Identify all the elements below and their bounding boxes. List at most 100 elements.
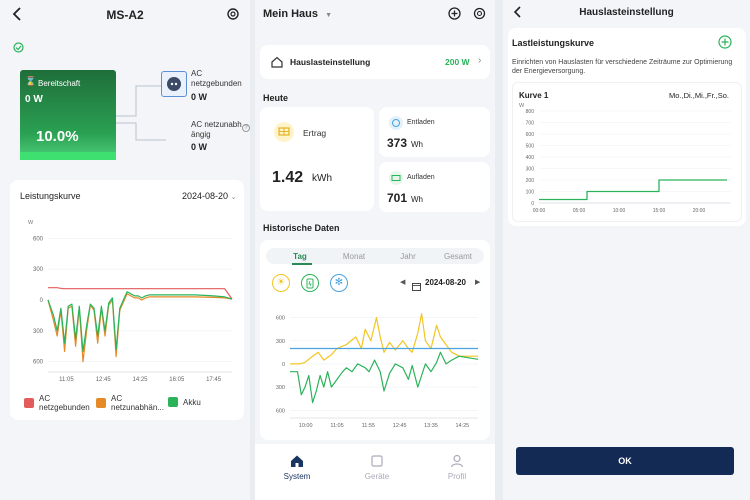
- chevron-left-icon: [513, 6, 521, 18]
- y-tick-label: 400: [526, 155, 535, 161]
- plus-circle-icon: [448, 7, 461, 20]
- x-tick-label: 20:00: [693, 208, 706, 214]
- discharge-icon: [389, 116, 403, 130]
- y-tick-label: 500: [526, 144, 535, 150]
- y-axis-unit: W: [519, 103, 525, 109]
- curve-card[interactable]: Kurve 1 Mo.,Di.,Mi.,Fr.,So. W 800 700 600 50…: [512, 82, 742, 222]
- plus-circle-icon: [718, 35, 732, 49]
- x-tick-label: 11:05: [59, 377, 74, 383]
- date-picker[interactable]: 2024-08-20 ⌄: [182, 191, 236, 201]
- curve-title: Lastleistungskurve: [512, 38, 595, 48]
- chevron-left-icon: [12, 7, 21, 21]
- charge-icon: [389, 171, 403, 185]
- x-tick-label: 12:45: [96, 377, 112, 383]
- discharge-label: Entladen: [407, 119, 435, 126]
- house-icon: [271, 55, 283, 73]
- charge-label: Aufladen: [407, 174, 435, 181]
- next-day-button[interactable]: ▶: [475, 279, 481, 286]
- tab-total[interactable]: Gesamt: [443, 252, 472, 261]
- chevron-down-icon: ⌄: [230, 194, 237, 201]
- prev-day-button[interactable]: ◀: [400, 279, 406, 286]
- history-chart: 600 300 0 300 600 10:00 11:05 11:55 12:45 13:35 14…: [276, 313, 479, 429]
- history-date[interactable]: 2024-08-20: [425, 278, 466, 287]
- y-tick-label: 600: [33, 360, 44, 366]
- y-tick-label: 600: [526, 132, 535, 138]
- curve-description: Einrichten von Hauslasten für verschiede…: [512, 59, 733, 75]
- settings-button[interactable]: [226, 7, 240, 21]
- nav-label: System: [283, 472, 311, 481]
- x-tick-label: 14:25: [455, 423, 469, 429]
- device-status: Bereitschaft: [38, 79, 81, 88]
- tab-year[interactable]: Jahr: [400, 252, 416, 261]
- battery-filter-icon[interactable]: [301, 274, 319, 292]
- charge-card: Aufladen 701 Wh: [379, 162, 490, 212]
- settings-button[interactable]: [473, 7, 486, 25]
- soc-value: 10.0%: [36, 128, 79, 145]
- home-screen: Mein Haus ▼ Hauslasteinstellung 200 W › …: [255, 0, 495, 500]
- y-tick-label: 0: [40, 298, 44, 304]
- legend-label: AC netzunabhän...: [111, 394, 164, 412]
- grid-plug-icon: [161, 71, 187, 97]
- bottom-nav: System Geräte Profil: [255, 444, 495, 500]
- tab-day[interactable]: Tag: [293, 252, 307, 261]
- gear-icon: [227, 8, 239, 20]
- nav-profile[interactable]: Profil: [427, 454, 487, 481]
- series-line: [47, 291, 233, 352]
- history-card: Tag Monat Jahr Gesamt ☀ ✻ ◀ 2024-08-20 ▶…: [260, 240, 490, 440]
- nav-label: Profil: [447, 472, 467, 481]
- add-curve-button[interactable]: [718, 35, 732, 54]
- power-curve-card: Leistungskurve 2024-08-20 ⌄ W 600 300 0 300 6…: [10, 180, 244, 420]
- nav-devices[interactable]: Geräte: [347, 454, 407, 481]
- status-check-icon: [13, 40, 24, 58]
- battery-device[interactable]: ⌛ Bereitschaft 0 W 10.0%: [20, 70, 116, 160]
- x-tick-label: 10:00: [613, 208, 626, 214]
- info-icon[interactable]: ?: [242, 124, 250, 132]
- period-tabs: Tag Monat Jahr Gesamt: [266, 248, 484, 265]
- grid-value: 0 W: [191, 92, 208, 102]
- fan-filter-icon[interactable]: ✻: [330, 274, 348, 292]
- y-tick-label: 0: [282, 362, 285, 368]
- y-tick-label: 600: [276, 408, 285, 414]
- x-tick-label: 17:45: [206, 377, 222, 383]
- curve-days: Mo.,Di.,Mi.,Fr.,So.: [669, 91, 730, 100]
- legend-label: AC netzgebunden: [39, 394, 90, 412]
- x-tick-label: 05:00: [573, 208, 586, 214]
- home-name: Mein Haus: [263, 8, 319, 20]
- x-tick-label: 12:45: [393, 423, 407, 429]
- y-tick-label: 300: [526, 167, 535, 173]
- y-tick-label: 800: [526, 109, 535, 115]
- series-line: [539, 179, 727, 201]
- tab-month[interactable]: Monat: [342, 252, 366, 261]
- legend-swatch-red: [24, 398, 34, 408]
- solar-filter-icon[interactable]: ☀: [272, 274, 290, 292]
- caret-down-icon: ▼: [325, 12, 333, 19]
- home-icon: [290, 454, 304, 468]
- nav-label: Geräte: [364, 472, 390, 481]
- ok-button[interactable]: OK: [516, 447, 734, 475]
- nav-system[interactable]: System: [267, 454, 327, 481]
- page-title: Hauslasteinstellung: [579, 7, 674, 18]
- device-power: 0 W: [25, 94, 43, 105]
- back-button[interactable]: [10, 6, 26, 22]
- legend-swatch-green: [168, 397, 178, 407]
- y-tick-label: 100: [526, 190, 535, 196]
- back-button[interactable]: [511, 5, 525, 19]
- device-base-strip: [20, 152, 116, 160]
- discharge-card: Entladen 373 Wh: [379, 107, 490, 157]
- x-tick-label: 16:05: [169, 377, 185, 383]
- discharge-value: 373: [387, 136, 408, 150]
- curve-name: Kurve 1: [519, 91, 549, 100]
- y-tick-label: 700: [526, 121, 535, 127]
- offgrid-label: AC netzunabh ängig: [191, 120, 242, 139]
- baseload-screen: Hauslasteinstellung Lastleistungskurve E…: [503, 0, 750, 500]
- y-tick-label: 300: [276, 385, 285, 391]
- baseload-row[interactable]: Hauslasteinstellung 200 W ›: [260, 45, 490, 79]
- baseload-label: Hauslasteinstellung: [290, 57, 371, 67]
- calendar-icon: [412, 278, 421, 296]
- add-button[interactable]: [448, 7, 461, 25]
- solar-panel-icon: [274, 122, 294, 142]
- home-selector[interactable]: Mein Haus ▼: [263, 8, 332, 20]
- y-tick-label: 600: [33, 236, 44, 242]
- y-tick-label: 0: [531, 201, 534, 207]
